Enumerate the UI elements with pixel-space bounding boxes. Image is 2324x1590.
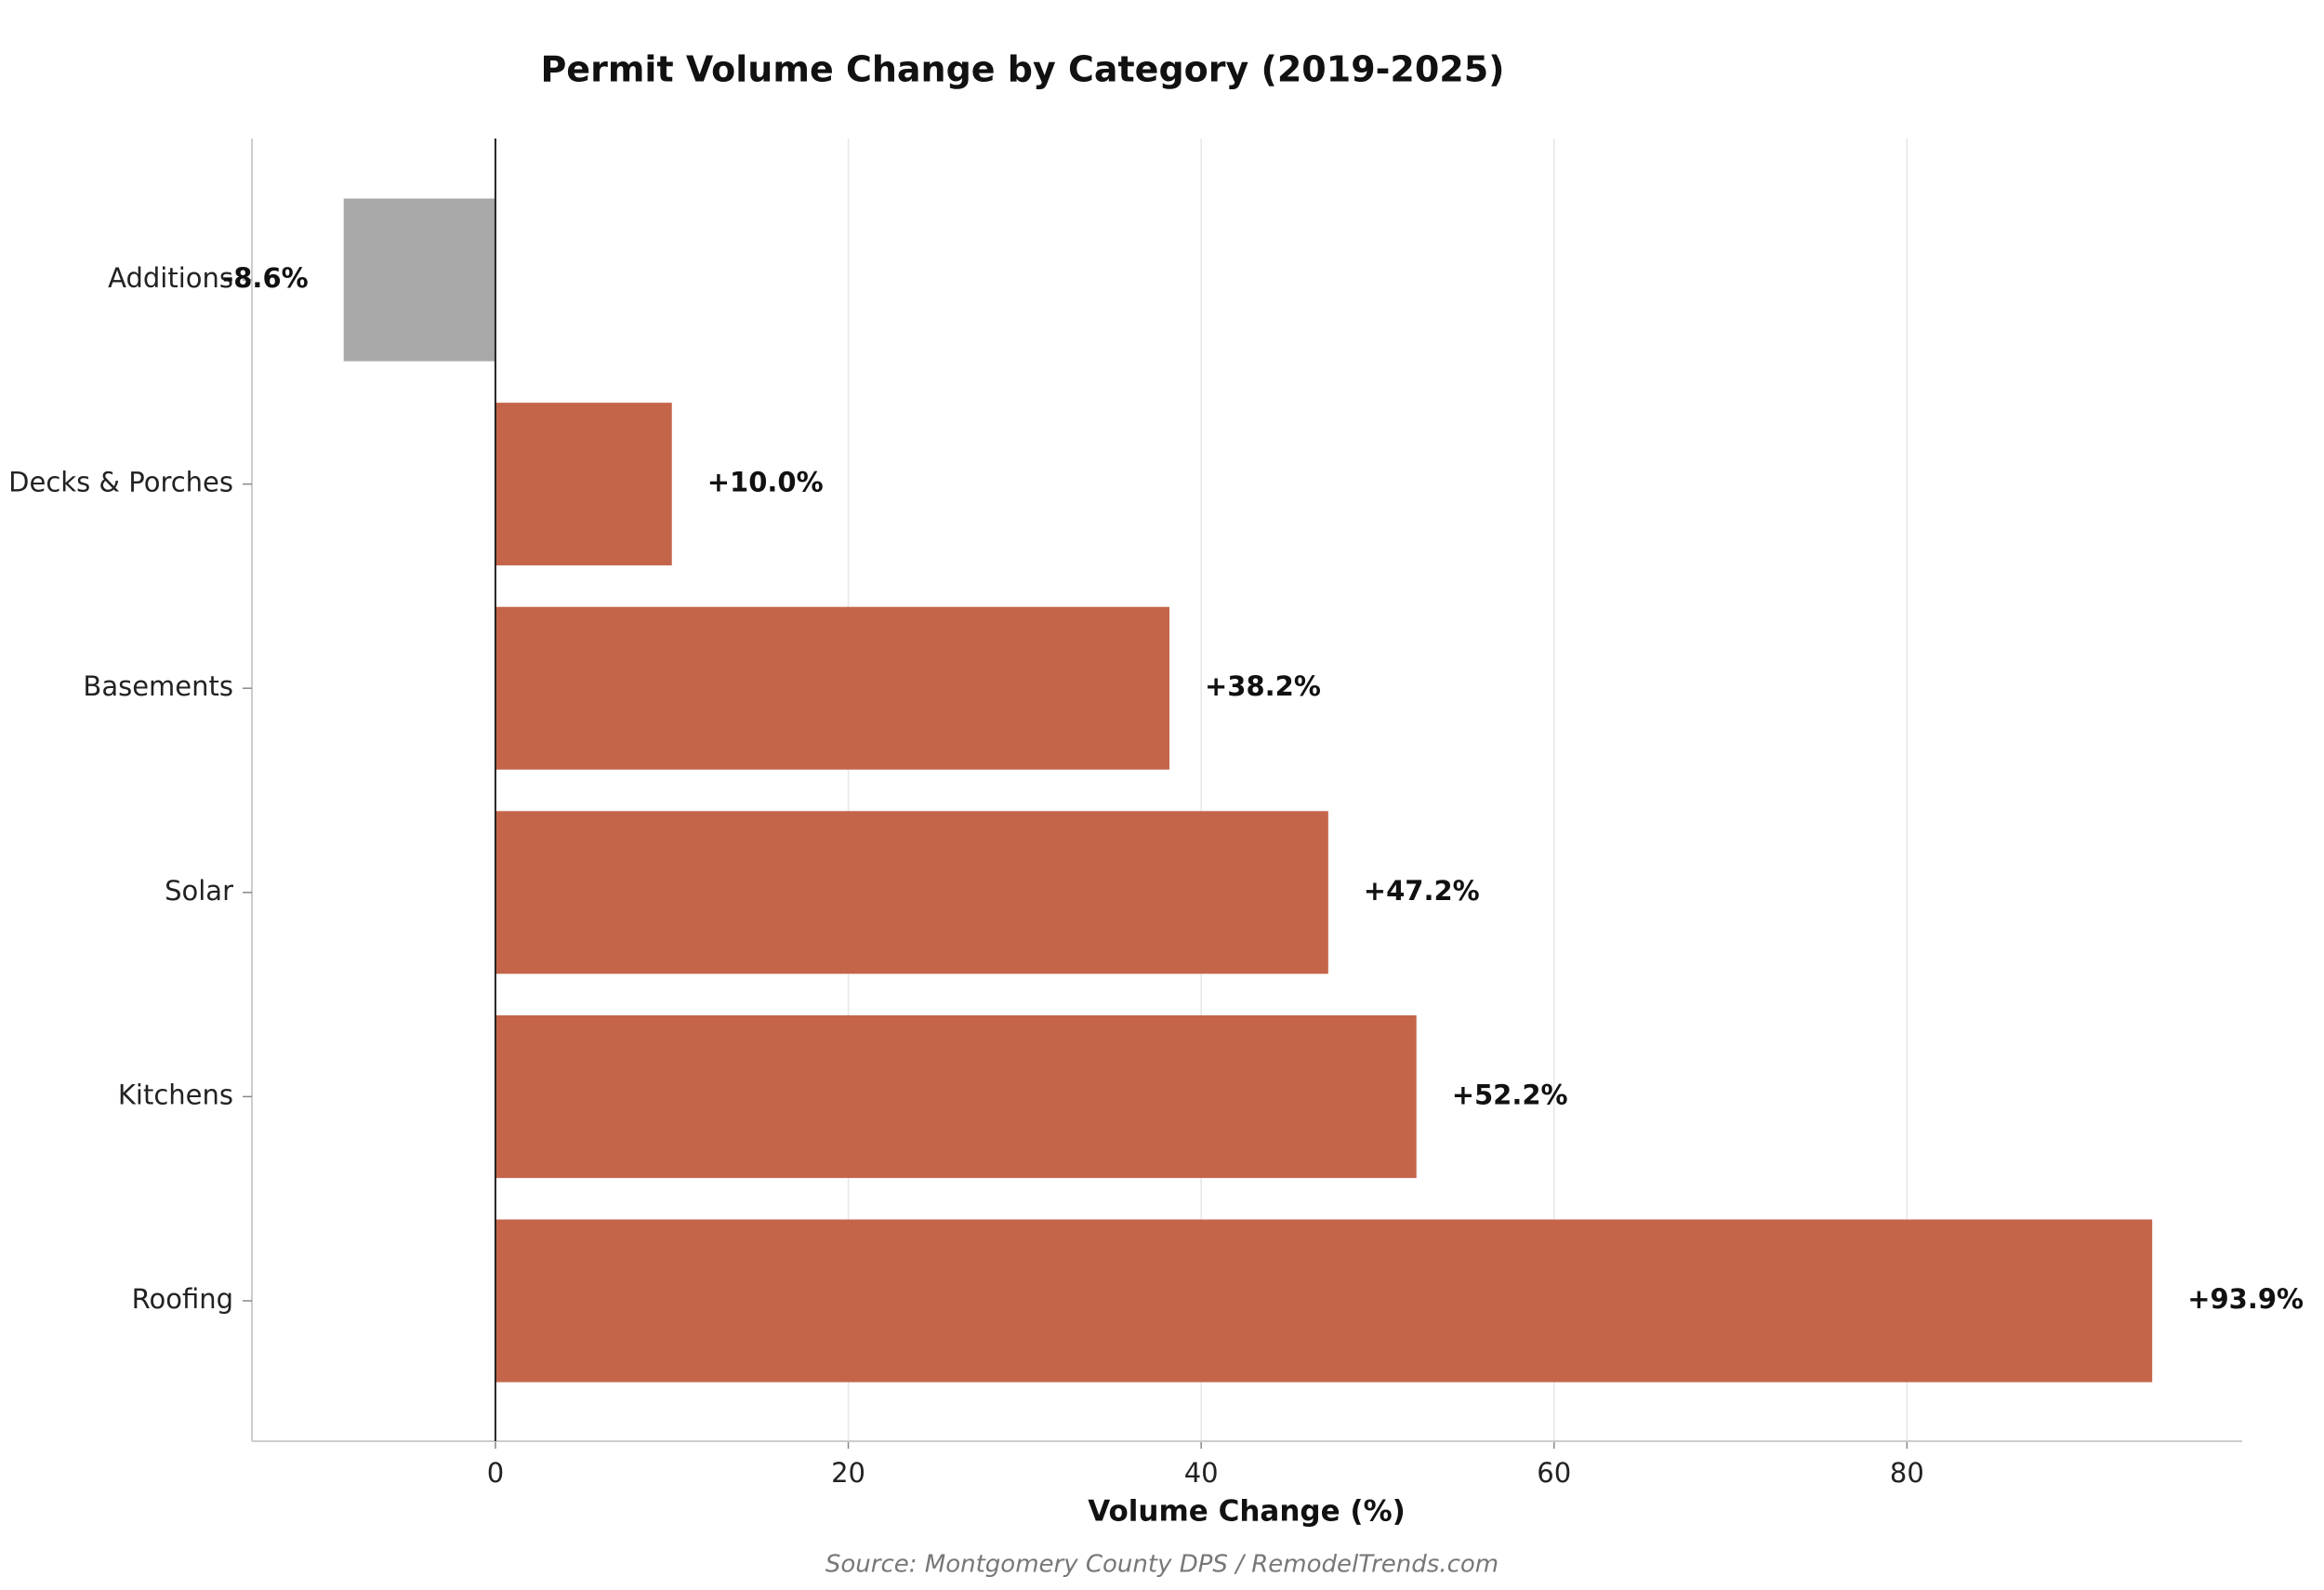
- value-label: +38.2%: [1205, 670, 1321, 702]
- value-label: -8.6%: [222, 262, 308, 294]
- y-tick-label: Kitchens: [118, 1079, 233, 1110]
- y-tick-label: Solar: [165, 875, 233, 907]
- bar: [343, 198, 495, 362]
- x-tick-label: 60: [1537, 1457, 1571, 1489]
- bar: [495, 1219, 2153, 1383]
- bar: [495, 606, 1169, 770]
- x-tick-label: 0: [487, 1457, 504, 1489]
- bar: [495, 811, 1328, 974]
- bar: [495, 403, 672, 566]
- value-label: +47.2%: [1364, 875, 1480, 907]
- x-tick-label: 40: [1184, 1457, 1219, 1489]
- y-tick-label: Additions: [108, 262, 233, 294]
- y-tick-label: Decks & Porches: [8, 467, 233, 498]
- value-label: +93.9%: [2187, 1283, 2304, 1315]
- source-note: Source: Montgomery County DPS / RemodelT…: [825, 1551, 1499, 1579]
- x-axis-label: Volume Change (%): [1088, 1495, 1406, 1529]
- y-tick-label: Basements: [83, 670, 233, 702]
- value-label: +10.0%: [707, 467, 824, 498]
- y-tick-label: Roofing: [132, 1283, 233, 1315]
- bar: [495, 1014, 1417, 1178]
- x-tick-label: 80: [1890, 1457, 1924, 1489]
- chart-title: Permit Volume Change by Category (2019-2…: [540, 49, 1504, 90]
- x-tick-label: 20: [831, 1457, 865, 1489]
- value-label: +52.2%: [1452, 1079, 1568, 1110]
